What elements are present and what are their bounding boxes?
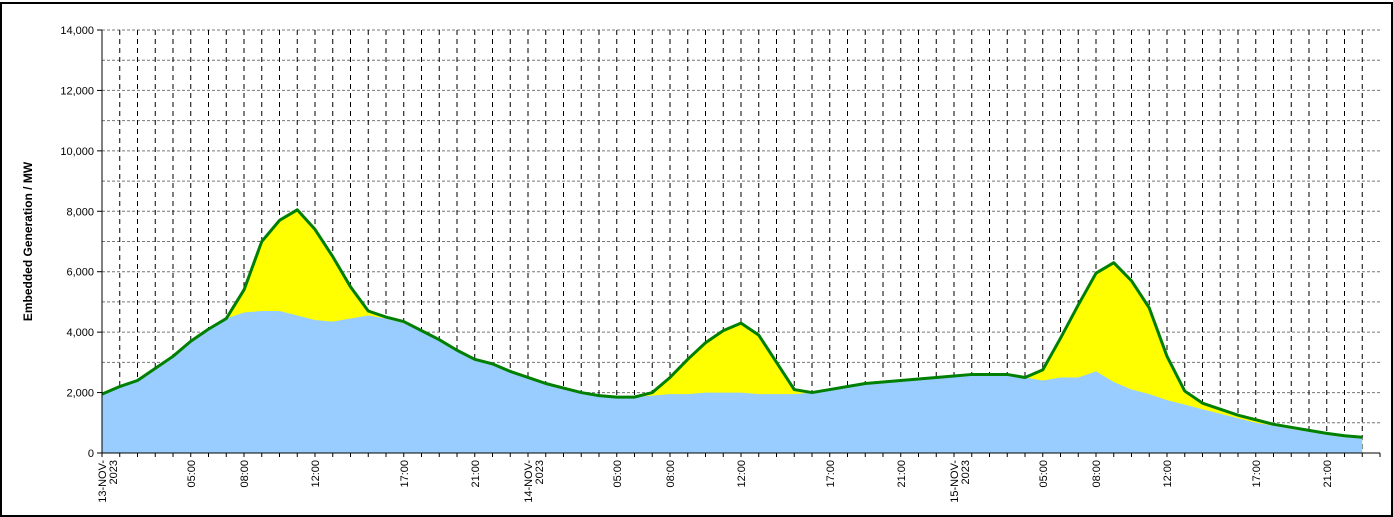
y-tick-label: 10,000	[60, 146, 94, 158]
y-tick-label: 12,000	[60, 85, 94, 97]
x-tick-label-line: 21:00	[896, 460, 908, 488]
x-tick-label: 21:00	[896, 460, 908, 488]
x-tick-label-line: 21:00	[1322, 460, 1334, 488]
y-tick-label: 0	[88, 448, 94, 460]
y-axis-ticks: 0 2,000 4,000 6,000 8,000 10,000 12,000 14,000	[60, 25, 102, 460]
x-tick-label: 21:00	[470, 460, 482, 488]
line-series	[101, 208, 1363, 439]
x-tick-label: 05:00	[186, 460, 198, 488]
x-tick-label-line: 08:00	[239, 460, 251, 488]
x-tick-label: 08:00	[1091, 460, 1103, 488]
y-tick-label: 8,000	[66, 206, 94, 218]
x-tick-label-line: 13-NOV-	[97, 460, 109, 503]
x-tick-label-line: 12:00	[1162, 460, 1174, 488]
x-axis-ticks: 13-NOV- 2023 05:00 08:00 12:00 17:00 21:00 14-N…	[97, 453, 1381, 503]
x-tick-label: 15-NOV- 2023	[949, 460, 972, 503]
y-axis-label: Embedded Generation / MW	[21, 161, 35, 321]
x-tick-label-line: 17:00	[825, 460, 837, 488]
x-tick-label-line: 14-NOV-	[523, 460, 535, 503]
x-tick-label: 14-NOV- 2023	[523, 460, 546, 503]
x-tick-label: 13-NOV- 2023	[97, 460, 120, 503]
x-tick-label: 12:00	[736, 460, 748, 488]
x-tick-label-line: 08:00	[1091, 460, 1103, 488]
total-line	[101, 208, 1363, 439]
x-tick-label-line: 12:00	[310, 460, 322, 488]
x-tick-label: 08:00	[665, 460, 677, 488]
y-tick-label: 14,000	[60, 25, 94, 37]
x-tick-label: 05:00	[1038, 460, 1050, 488]
x-tick-label-line: 2023	[960, 460, 972, 484]
x-tick-label-line: 2023	[534, 460, 546, 484]
x-tick-label-line: 21:00	[470, 460, 482, 488]
x-tick-label-line: 15-NOV-	[949, 460, 961, 503]
x-tick-label: 17:00	[1251, 460, 1263, 488]
x-tick-label: 21:00	[1322, 460, 1334, 488]
x-tick-label-line: 17:00	[1251, 460, 1263, 488]
y-tick-label: 2,000	[66, 388, 94, 400]
x-tick-label-line: 05:00	[612, 460, 624, 488]
area-series	[102, 209, 1363, 453]
x-tick-label: 05:00	[612, 460, 624, 488]
y-tick-label: 4,000	[66, 327, 94, 339]
x-tick-label-line: 05:00	[186, 460, 198, 488]
area-wind	[102, 310, 1363, 453]
x-tick-label-line: 08:00	[665, 460, 677, 488]
x-tick-label: 17:00	[399, 460, 411, 488]
x-tick-label-line: 2023	[108, 460, 120, 484]
x-tick-label: 12:00	[310, 460, 322, 488]
x-tick-label-line: 05:00	[1038, 460, 1050, 488]
x-tick-label: 12:00	[1162, 460, 1174, 488]
y-tick-label: 6,000	[66, 267, 94, 279]
x-tick-label: 08:00	[239, 460, 251, 488]
x-tick-label: 17:00	[825, 460, 837, 488]
x-tick-label-line: 17:00	[399, 460, 411, 488]
x-tick-label-line: 12:00	[736, 460, 748, 488]
